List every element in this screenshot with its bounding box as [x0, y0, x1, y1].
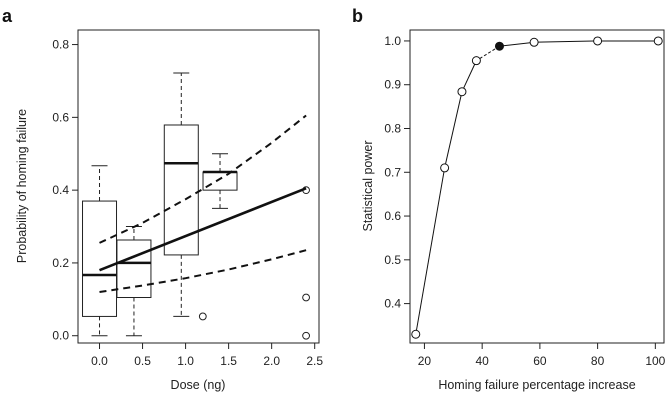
- box: [116, 226, 152, 337]
- x-tick-label: 0.5: [134, 354, 151, 368]
- panel-a-y-axis: 0.0 0.2 0.4 0.6 0.8: [52, 38, 78, 343]
- data-point: [653, 36, 663, 46]
- x-tick-label: 2.0: [263, 354, 280, 368]
- y-tick-label: 0.0: [52, 329, 69, 343]
- series-segment: [503, 42, 531, 47]
- ci-lower-line: [99, 249, 307, 293]
- panel-b-y-axis: 0.4 0.5 0.6 0.7 0.8 0.9 1.0: [384, 34, 410, 311]
- panel-a-x-axis-label: Dose (ng): [171, 378, 226, 392]
- box: [82, 165, 118, 337]
- outlier-point: [302, 331, 310, 340]
- y-tick-label: 0.2: [52, 256, 69, 270]
- data-point: [529, 37, 539, 47]
- y-tick-label: 0.9: [384, 78, 401, 92]
- box: [302, 186, 310, 340]
- panel-a-plot-frame: [77, 29, 320, 344]
- series-segment: [479, 47, 497, 59]
- series-segment: [415, 171, 445, 331]
- x-tick-label: 60: [533, 354, 547, 368]
- ci-upper-line: [99, 114, 307, 244]
- x-tick-label: 1.0: [177, 354, 194, 368]
- panel-b-plot-frame: [409, 29, 665, 344]
- panel-b-y-axis-label: Statistical power: [361, 140, 375, 231]
- panel-b-x-axis-label: Homing failure percentage increase: [438, 378, 635, 392]
- data-point: [411, 329, 421, 339]
- y-tick-label: 0.7: [384, 165, 401, 179]
- x-tick-label: 40: [475, 354, 489, 368]
- y-tick-label: 0.4: [384, 297, 401, 311]
- series-segment: [463, 64, 476, 89]
- y-tick-label: 0.4: [52, 183, 69, 197]
- data-point: [457, 87, 467, 97]
- data-point: [440, 163, 450, 173]
- data-point: [471, 56, 481, 66]
- box: [202, 153, 238, 209]
- panel-a-letter: a: [2, 6, 13, 26]
- y-tick-label: 0.8: [384, 121, 401, 135]
- panel-a: a 0.0 0.2 0.4 0.6 0.8 0.0 0.5 1.0 1.5 2.0 2.5 Dos…: [2, 6, 323, 392]
- y-tick-label: 1.0: [384, 34, 401, 48]
- panel-a-fit-lines: [99, 114, 307, 293]
- outlier-point: [302, 293, 310, 302]
- box-body: [82, 200, 118, 317]
- outlier-point: [198, 312, 207, 321]
- fit-line: [99, 187, 307, 272]
- data-point: [593, 36, 603, 46]
- box: [163, 72, 207, 321]
- x-tick-label: 20: [418, 354, 432, 368]
- series-segment: [538, 40, 594, 43]
- x-tick-label: 80: [591, 354, 605, 368]
- panel-a-x-axis: 0.0 0.5 1.0 1.5 2.0 2.5: [91, 343, 323, 368]
- box-body: [202, 171, 238, 191]
- box-body: [116, 239, 152, 299]
- x-tick-label: 1.5: [220, 354, 237, 368]
- panel-a-boxes: [82, 72, 310, 340]
- panel-b-x-axis: 20 40 60 80 100: [418, 343, 666, 368]
- highlighted-point: [494, 41, 504, 51]
- y-tick-label: 0.5: [384, 253, 401, 267]
- series-segment: [445, 95, 462, 165]
- panel-b: b 0.4 0.5 0.6 0.7 0.8 0.9 1.0 20 40 60 80 100 Homi…: [352, 6, 666, 392]
- y-tick-label: 0.8: [52, 38, 69, 52]
- panel-a-y-axis-label: Probability of homing failure: [15, 109, 29, 263]
- y-tick-label: 0.6: [384, 209, 401, 223]
- panel-b-letter: b: [352, 6, 363, 26]
- x-tick-label: 2.5: [306, 354, 323, 368]
- x-tick-label: 100: [645, 354, 665, 368]
- box-body: [163, 124, 199, 256]
- x-tick-label: 0.0: [91, 354, 108, 368]
- y-tick-label: 0.6: [52, 110, 69, 124]
- panel-b-series: [411, 36, 663, 339]
